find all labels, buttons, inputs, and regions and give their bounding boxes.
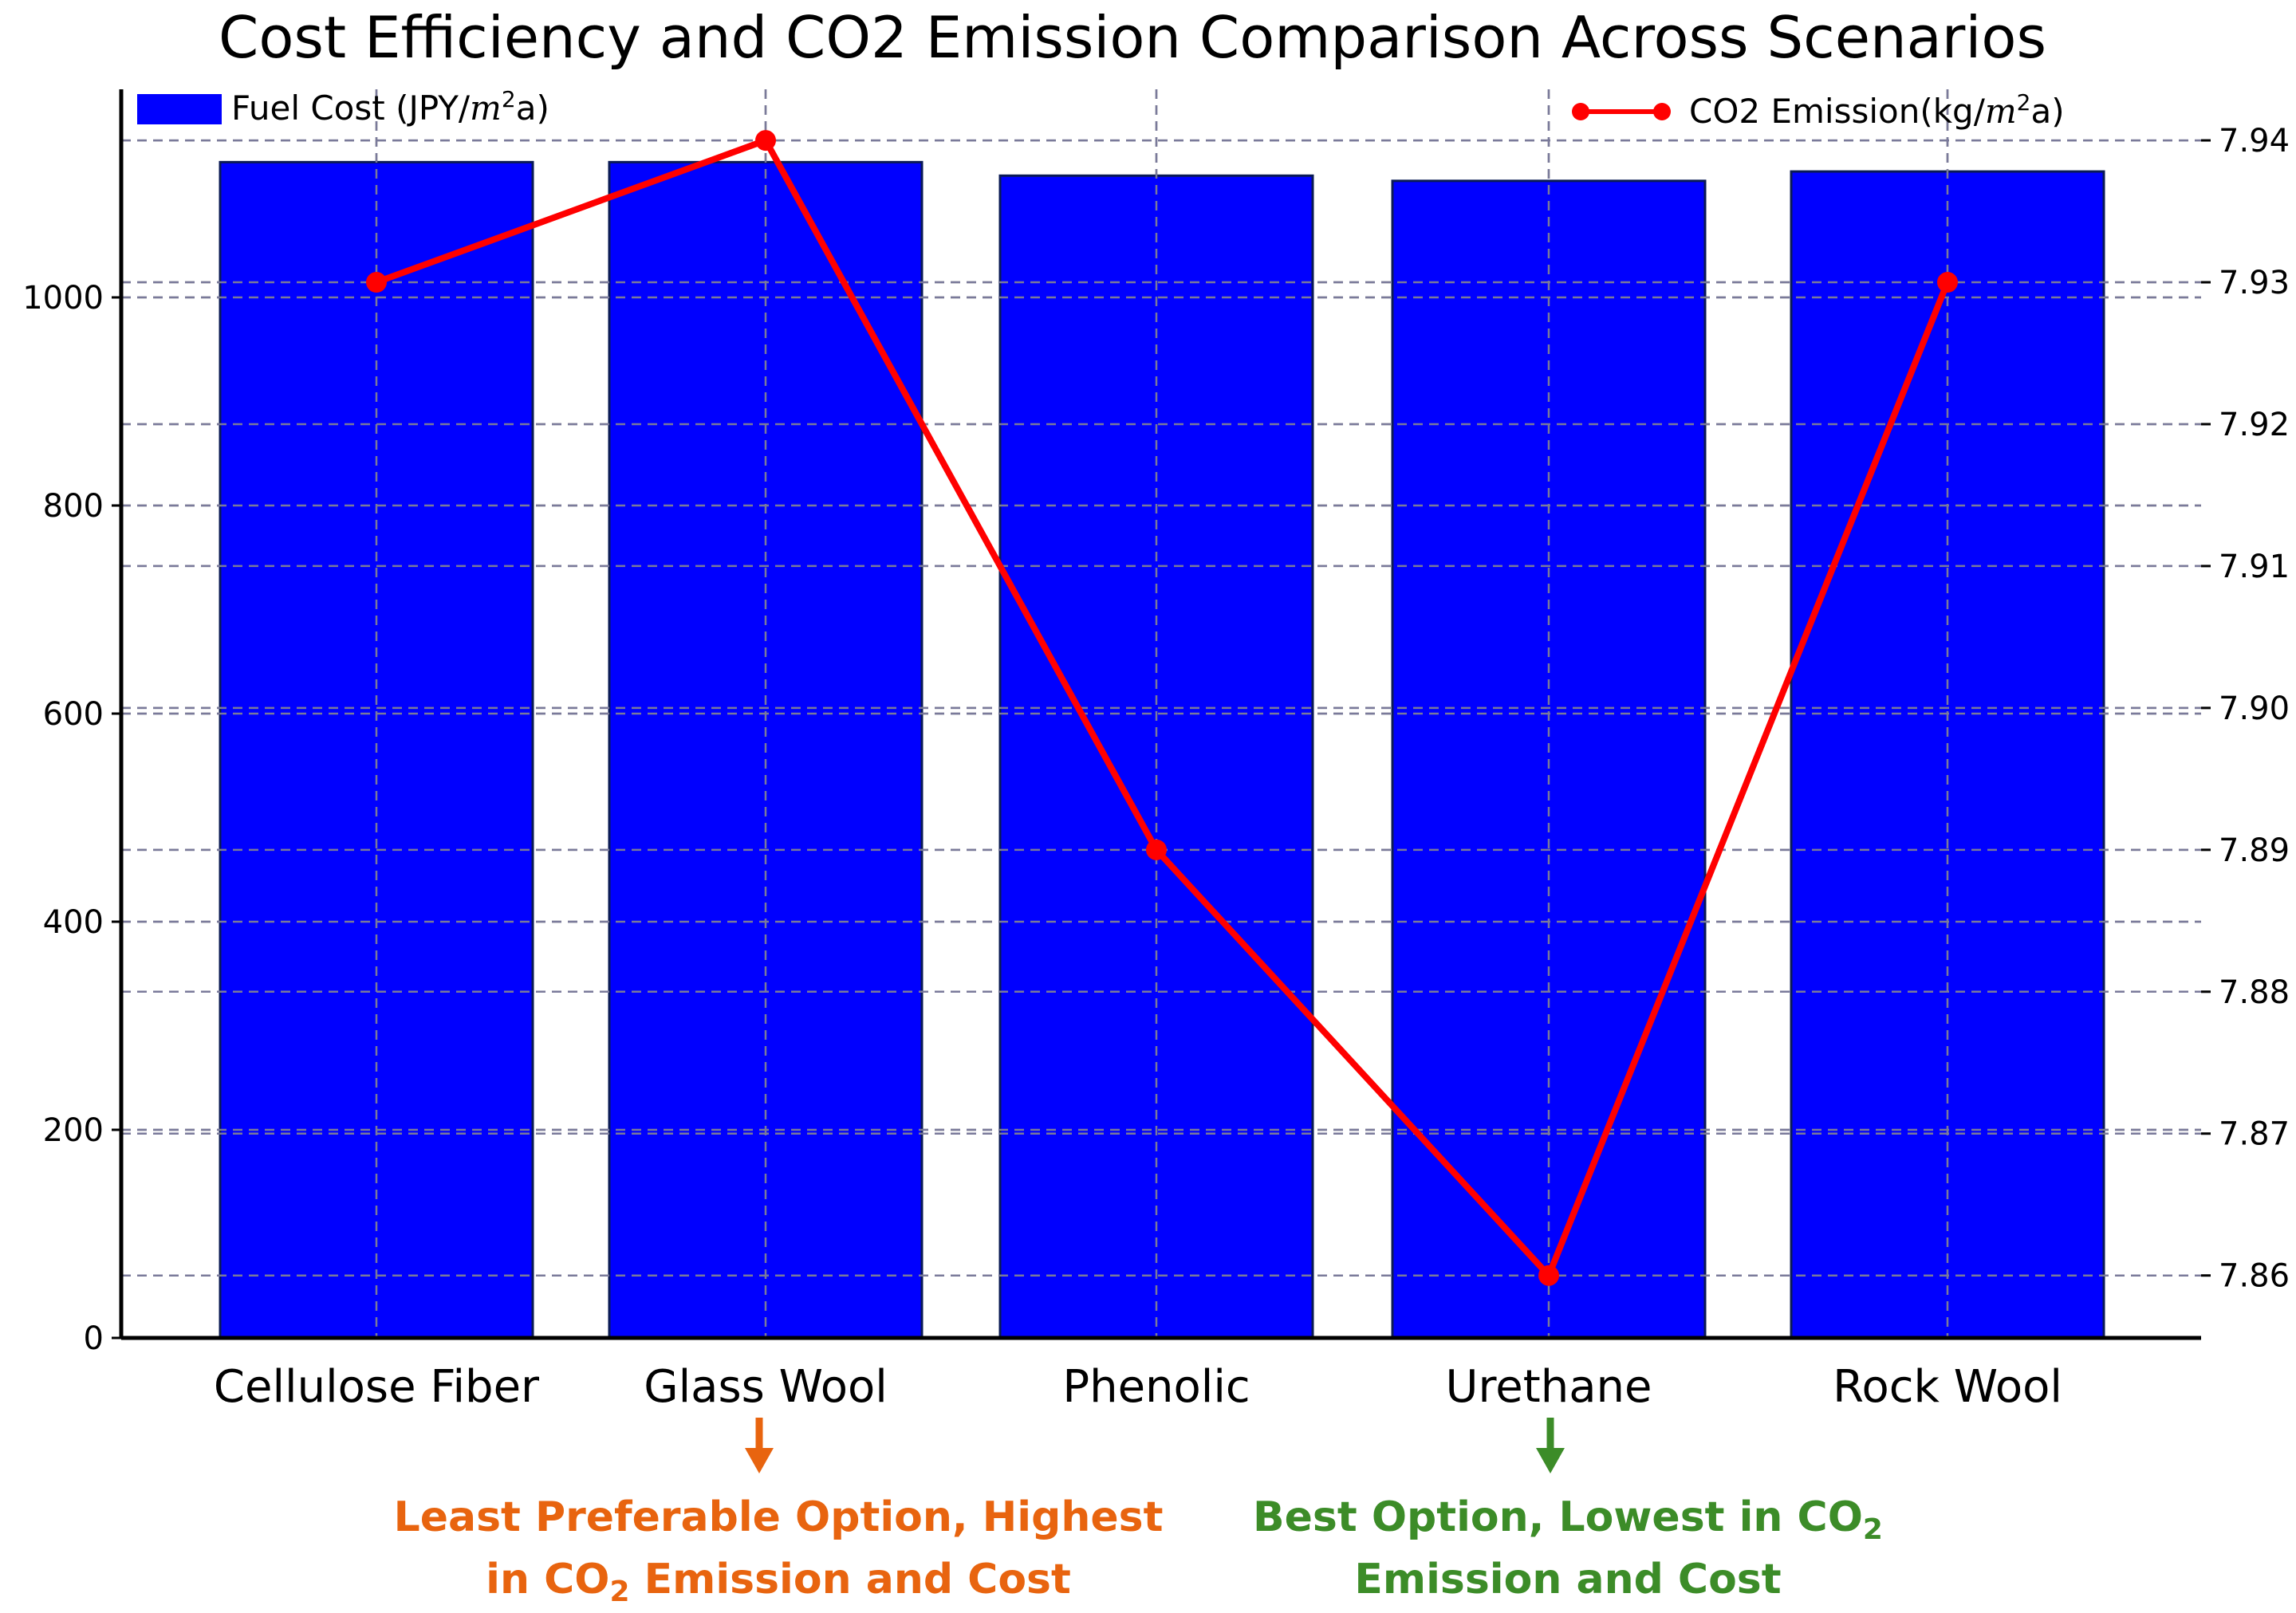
right-tick-label: 7.93 xyxy=(2219,265,2290,301)
left-tick-label: 400 xyxy=(43,904,104,941)
right-tick-label: 7.94 xyxy=(2219,123,2290,159)
left-tick-label: 0 xyxy=(84,1320,104,1357)
left-axis-ticks: 0 200 400 600 800 1000 xyxy=(22,280,121,1357)
category-label-phenolic: Phenolic xyxy=(1062,1361,1250,1413)
right-tick-label: 7.90 xyxy=(2219,690,2290,727)
right-tick-label: 7.86 xyxy=(2219,1258,2290,1295)
right-tick-label: 7.91 xyxy=(2219,549,2290,585)
left-tick-label: 200 xyxy=(43,1112,104,1149)
chart-title: Cost Efficiency and CO2 Emission Compari… xyxy=(219,4,2046,71)
legend-fuel-cost-swatch xyxy=(137,94,222,124)
co2-point-urethane xyxy=(1538,1265,1559,1286)
right-axis-ticks: 7.86 7.87 7.88 7.89 7.90 7.91 7.92 7.93 7.94 xyxy=(2201,123,2290,1295)
legend-co2-emission: CO2 Emission(kg/m2a) xyxy=(1572,89,2065,131)
category-labels: Cellulose Fiber Glass Wool Phenolic Urethan… xyxy=(214,1361,2062,1413)
left-tick-label: 800 xyxy=(43,488,104,525)
legend-co2-marker-right xyxy=(1653,103,1671,120)
category-label-cellulose-fiber: Cellulose Fiber xyxy=(214,1361,540,1413)
annotation-best-option-line1: Best Option, Lowest in CO2 xyxy=(1253,1493,1883,1546)
annotation-best-option: Best Option, Lowest in CO2 Emission and … xyxy=(1253,1418,1883,1603)
left-tick-label: 600 xyxy=(43,696,104,733)
annotation-best-option-line2: Emission and Cost xyxy=(1354,1556,1781,1603)
co2-point-glass-wool xyxy=(755,130,776,151)
right-tick-label: 7.87 xyxy=(2219,1116,2290,1153)
legend-fuel-cost: Fuel Cost (JPY/m2a) xyxy=(137,86,549,128)
annotation-best-option-arrowhead xyxy=(1536,1448,1565,1473)
category-label-urethane: Urethane xyxy=(1446,1361,1652,1413)
category-label-glass-wool: Glass Wool xyxy=(644,1361,888,1413)
right-tick-label: 7.88 xyxy=(2219,974,2290,1011)
annotation-least-preferable-line2: in CO2 Emission and Cost xyxy=(486,1556,1071,1608)
annotation-least-preferable-line1: Least Preferable Option, Highest xyxy=(394,1493,1164,1541)
right-tick-label: 7.89 xyxy=(2219,832,2290,869)
annotation-least-preferable-arrowhead xyxy=(745,1448,774,1473)
category-label-rock-wool: Rock Wool xyxy=(1833,1361,2062,1413)
co2-line xyxy=(366,130,1958,1286)
co2-point-rock-wool xyxy=(1937,272,1958,293)
legend-fuel-cost-label: Fuel Cost (JPY/m2a) xyxy=(231,86,549,128)
right-tick-label: 7.92 xyxy=(2219,407,2290,443)
legend-co2-marker-left xyxy=(1572,103,1589,120)
legend-co2-label: CO2 Emission(kg/m2a) xyxy=(1689,89,2065,131)
annotation-least-preferable: Least Preferable Option, Highest in CO2 … xyxy=(394,1418,1164,1608)
bars xyxy=(121,89,2201,1340)
left-tick-label: 1000 xyxy=(22,280,104,317)
co2-point-cellulose-fiber xyxy=(366,272,387,293)
co2-point-phenolic xyxy=(1146,839,1167,860)
